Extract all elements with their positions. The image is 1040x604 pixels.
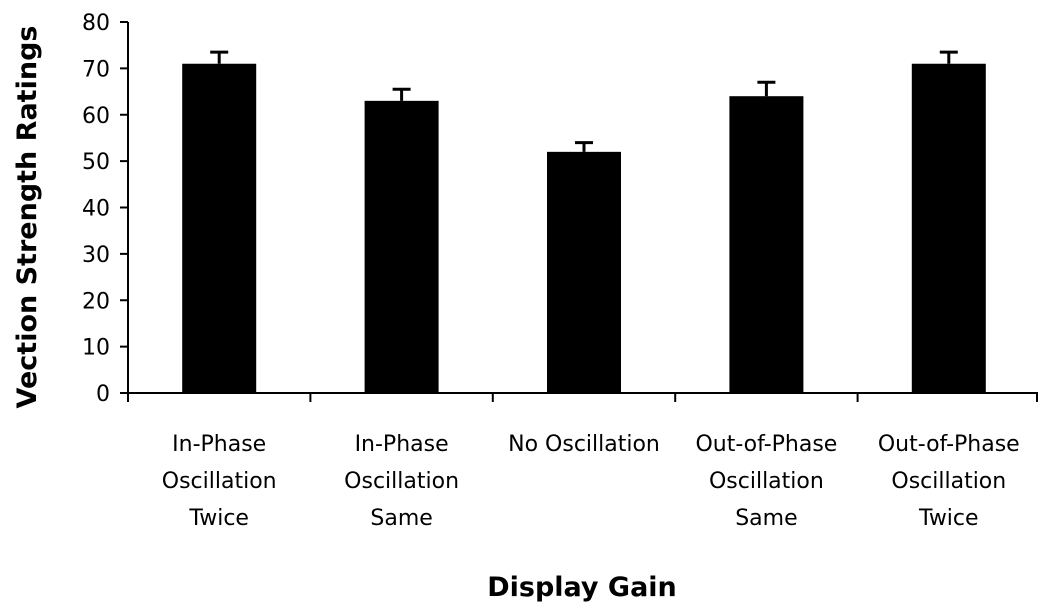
category-label-line: Oscillation: [891, 469, 1006, 494]
y-tick-label: 30: [82, 243, 110, 268]
y-tick-label: 0: [96, 382, 110, 407]
y-axis: 0 10 20 30 40 50 60 70 80: [82, 11, 129, 407]
category-label-line: Twice: [918, 506, 979, 531]
category-label: No Oscillation: [508, 432, 660, 457]
bar: [364, 100, 439, 394]
y-tick-label: 60: [82, 104, 110, 129]
bar: [729, 96, 804, 393]
category-label-line: In-Phase: [172, 432, 266, 457]
category-label-line: No Oscillation: [508, 432, 660, 457]
y-tick-label: 80: [82, 11, 110, 36]
category-label-line: Out-of-Phase: [878, 432, 1020, 457]
bar: [547, 151, 621, 393]
y-tick-label: 50: [82, 150, 110, 175]
bar: [182, 63, 257, 394]
x-axis-title: Display Gain: [487, 572, 677, 603]
x-axis: [127, 392, 1038, 402]
y-axis-title: Vection Strength Ratings: [12, 26, 43, 409]
category-label-line: Out-of-Phase: [695, 432, 837, 457]
category-labels: In-Phase Oscillation Twice In-Phase Oscillat…: [162, 432, 1020, 531]
category-label-line: Same: [370, 506, 432, 531]
y-tick-label: 70: [82, 57, 110, 82]
y-tick-label: 10: [82, 336, 110, 361]
category-label-line: Same: [735, 506, 797, 531]
category-label-line: Twice: [188, 506, 249, 531]
y-tick-label: 20: [82, 289, 110, 314]
category-label-line: In-Phase: [355, 432, 449, 457]
category-label-line: Oscillation: [709, 469, 824, 494]
category-label: In-Phase Oscillation Twice: [162, 432, 277, 531]
category-label-line: Oscillation: [344, 469, 459, 494]
category-label-line: Oscillation: [162, 469, 277, 494]
bars: [182, 63, 986, 394]
category-label: Out-of-Phase Oscillation Same: [695, 432, 837, 531]
category-label: In-Phase Oscillation Same: [344, 432, 459, 531]
y-tick-label: 40: [82, 197, 110, 222]
error-bars: [210, 50, 958, 152]
bar: [911, 63, 986, 394]
category-label: Out-of-Phase Oscillation Twice: [878, 432, 1020, 531]
